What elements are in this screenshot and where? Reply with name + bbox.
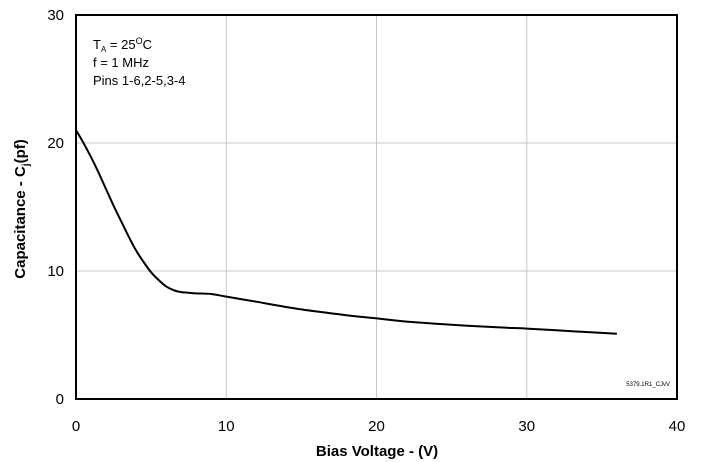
y-axis-title: Capacitance - Cj(pf) <box>12 139 32 278</box>
capacitance-curve <box>75 129 617 335</box>
temp-unit: C <box>143 37 152 52</box>
y-axis-title-main: Capacitance - C <box>12 166 29 279</box>
y-axis-title-subscript: j <box>21 163 32 167</box>
y-axis-title-unit: (pf) <box>12 139 29 163</box>
gridlines <box>76 15 677 399</box>
x-tick-label: 30 <box>518 418 535 435</box>
temp-symbol: T <box>93 37 101 52</box>
frequency-label: f = 1 MHz <box>93 55 149 70</box>
x-tick-label: 40 <box>669 418 686 435</box>
document-code: 5379.1R1_CJvV <box>626 382 670 388</box>
degree-superscript: O <box>136 36 143 46</box>
series-group <box>75 129 617 335</box>
y-tick-label: 10 <box>47 263 64 280</box>
conditions-annotation: TA = 25OC f = 1 MHz Pins 1-6,2-5,3-4 <box>93 36 186 88</box>
y-tick-label: 20 <box>47 135 64 152</box>
pins-label: Pins 1-6,2-5,3-4 <box>93 73 186 88</box>
y-tick-label: 30 <box>47 7 64 24</box>
x-tick-label: 20 <box>368 418 385 435</box>
x-tick-label: 0 <box>72 418 80 435</box>
x-tick-labels: 0 10 20 30 40 <box>72 418 686 435</box>
temp-value: = 25 <box>106 37 135 52</box>
plot-frame <box>75 14 678 400</box>
x-tick-label: 10 <box>218 418 235 435</box>
x-axis-title: Bias Voltage - (V) <box>316 443 438 460</box>
temperature-label: TA = 25OC <box>93 36 152 54</box>
y-tick-label: 0 <box>56 391 64 408</box>
temp-subscript: A <box>101 45 107 54</box>
y-tick-labels: 0 10 20 30 <box>47 7 64 408</box>
